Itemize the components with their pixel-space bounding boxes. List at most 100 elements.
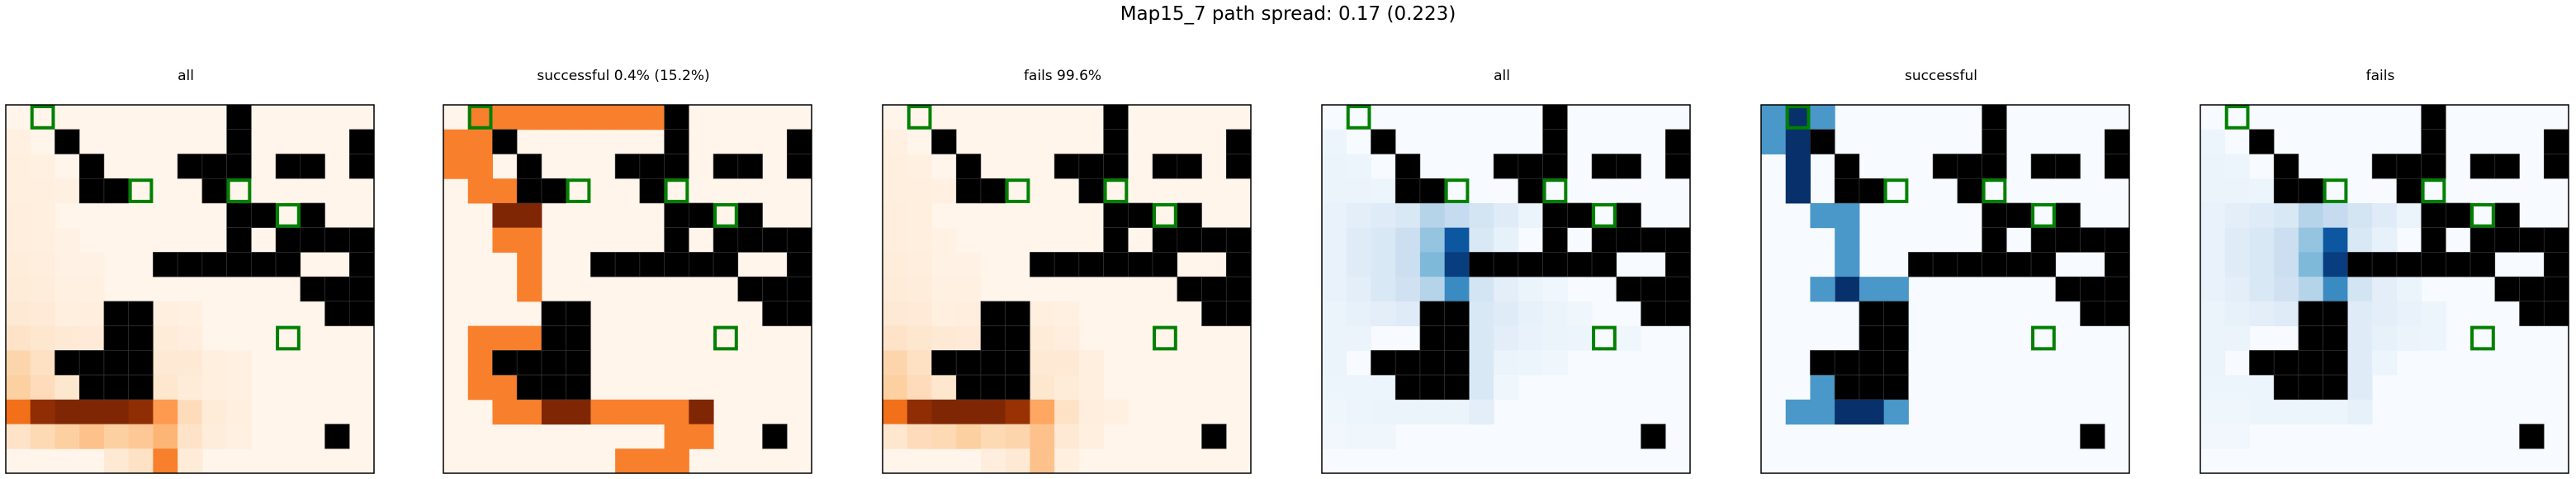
- heatmap-cell: [2323, 399, 2348, 425]
- heatmap-cell: [2200, 399, 2226, 425]
- heatmap-cell: [2249, 277, 2275, 302]
- heatmap-cell: [1810, 375, 1835, 401]
- heatmap-cell: [931, 178, 957, 204]
- heatmap-cell: [1322, 227, 1347, 253]
- wall-cell: [1908, 252, 1934, 277]
- wall-cell: [1859, 178, 1884, 204]
- goal-marker: [1153, 202, 1177, 228]
- wall-cell: [1177, 276, 1202, 302]
- wall-cell: [980, 325, 1006, 351]
- heatmap-cell: [2298, 202, 2324, 229]
- wall-cell: [955, 350, 982, 376]
- wall-cell: [2104, 227, 2130, 253]
- heatmap-cell: [907, 178, 932, 204]
- heatmap-cell: [1494, 350, 1519, 376]
- wall-cell: [2421, 252, 2446, 277]
- heatmap-cell: [1371, 277, 1396, 302]
- wall-cell: [1834, 178, 1860, 204]
- wall-cell: [324, 301, 350, 326]
- wall-cell: [1542, 252, 1568, 277]
- wall-cell: [2446, 202, 2471, 228]
- heatmap-cell: [2224, 202, 2250, 229]
- goal-marker: [2224, 105, 2250, 130]
- wall-cell: [226, 129, 252, 154]
- heatmap-cell: [79, 252, 105, 277]
- wall-cell: [931, 350, 957, 376]
- axes-frame: [443, 104, 812, 474]
- wall-cell: [1883, 374, 1909, 401]
- heatmap-panel-5: successful: [1755, 50, 2130, 479]
- heatmap-cell: [907, 277, 932, 302]
- wall-cell: [1103, 104, 1129, 130]
- heatmap-cell: [6, 202, 31, 229]
- heatmap-cell: [6, 424, 31, 449]
- heatmap-cell: [590, 399, 616, 425]
- heatmap-cell: [1494, 227, 1519, 253]
- heatmap-cell: [467, 325, 493, 351]
- heatmap-cell: [1322, 129, 1347, 154]
- wall-cell: [201, 252, 227, 277]
- heatmap-cell: [2298, 399, 2324, 425]
- heatmap-cell: [1469, 277, 1494, 302]
- heatmap-cell: [492, 375, 518, 401]
- wall-cell: [103, 178, 129, 204]
- heatmap-cell: [931, 277, 957, 302]
- wall-cell: [226, 227, 252, 253]
- wall-cell: [1419, 350, 1445, 376]
- heatmap-cell: [1835, 399, 1860, 425]
- wall-cell: [128, 350, 154, 376]
- wall-cell: [2104, 276, 2130, 302]
- wall-cell: [1395, 178, 1421, 204]
- heatmap-cell: [1322, 154, 1347, 179]
- wall-cell: [2249, 129, 2275, 154]
- wall-cell: [1859, 374, 1884, 401]
- heatmap-cell: [153, 375, 178, 401]
- heatmap-cell: [1346, 178, 1371, 204]
- heatmap-cell: [1810, 277, 1835, 302]
- heatmap-cell: [2298, 277, 2324, 302]
- heatmap-cell: [1419, 227, 1446, 253]
- heatmap-cell: [1518, 301, 1544, 327]
- heatmap-cell: [931, 375, 957, 401]
- goal-marker: [30, 105, 55, 130]
- wall-cell: [2519, 424, 2545, 449]
- wall-cell: [1641, 424, 1666, 449]
- wall-cell: [1542, 104, 1568, 130]
- heatmap-cell: [2347, 277, 2373, 302]
- heatmap-cell: [1494, 375, 1519, 401]
- heatmap-cell: [1030, 301, 1055, 327]
- wall-cell: [1225, 301, 1252, 326]
- heatmap-cell: [2224, 375, 2250, 401]
- heatmap-cell: [1785, 105, 1811, 130]
- heatmap-cell: [2323, 252, 2348, 277]
- heatmap-cell: [689, 399, 714, 425]
- goal-marker: [907, 105, 932, 130]
- heatmap-cell: [1346, 424, 1371, 449]
- wall-cell: [1542, 227, 1568, 253]
- wall-cell: [1054, 154, 1080, 179]
- heatmap-cell: [1469, 301, 1494, 327]
- wall-cell: [2396, 154, 2422, 179]
- heatmap-grid: [2200, 104, 2569, 474]
- heatmap-cell: [1054, 301, 1080, 327]
- heatmap-cell: [103, 399, 130, 425]
- heatmap-cell: [30, 424, 55, 449]
- wall-cell: [2030, 252, 2057, 277]
- wall-cell: [348, 301, 375, 326]
- wall-cell: [762, 424, 788, 449]
- wall-cell: [737, 276, 763, 302]
- wall-cell: [348, 227, 375, 253]
- wall-cell: [1982, 129, 2007, 154]
- wall-cell: [980, 178, 1006, 204]
- wall-cell: [2494, 227, 2520, 253]
- wall-cell: [324, 276, 350, 302]
- figure-title: Map15_7 path spread: 0.17 (0.223): [1120, 3, 1456, 25]
- wall-cell: [762, 301, 788, 326]
- panel-title: all: [1494, 68, 1510, 84]
- heatmap-cell: [2347, 350, 2373, 376]
- wall-cell: [2273, 350, 2299, 376]
- goal-marker: [1592, 202, 1617, 228]
- wall-cell: [2104, 154, 2130, 179]
- heatmap-cell: [1395, 301, 1421, 327]
- heatmap-cell: [1346, 375, 1371, 401]
